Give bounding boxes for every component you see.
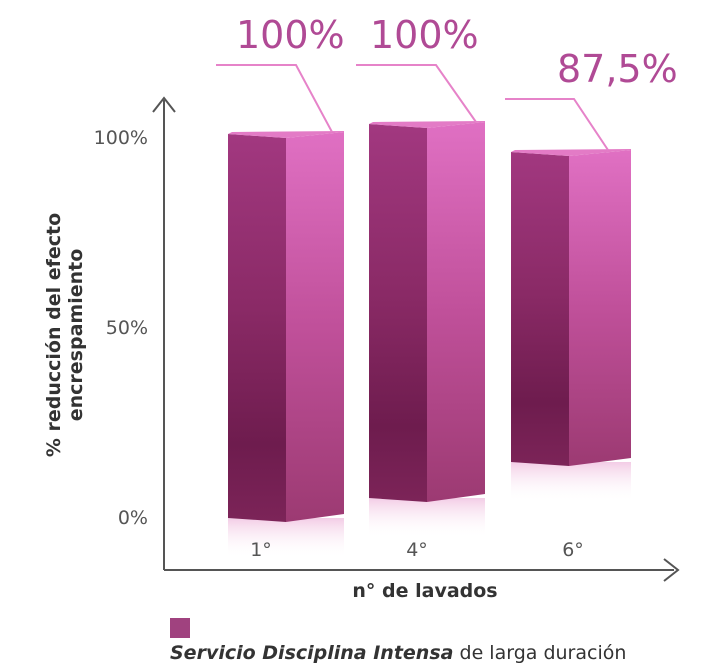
y-tick-labels: 0% 50% 100% [94,127,148,529]
x-tick-label: 4° [406,539,428,561]
y-axis-title-line-1: % reducción del efecto [43,213,65,457]
y-axis-title-line-2: encrespamiento [65,249,87,422]
data-label: 100% [236,13,345,57]
y-tick-label: 50% [106,317,148,339]
x-tick-label: 6° [562,539,584,561]
bar-reflection [511,462,631,502]
y-tick-label: 0% [118,507,148,529]
bar-side [286,132,344,522]
bar-side [569,150,631,466]
data-label-leader [216,64,333,133]
legend-label-rest: de larga duración [453,642,627,664]
bar-top [369,121,485,128]
bars [228,121,631,558]
legend-label-italic: Servicio Disciplina Intensa [170,642,454,664]
y-axis-arrow [152,96,176,113]
x-axis-title: n° de lavados [352,580,497,602]
legend-swatch [170,618,190,638]
bar-reflection [228,518,344,558]
bar-side [427,122,485,502]
bar [511,152,569,466]
legend: Servicio Disciplina Intensa de larga dur… [170,618,722,664]
y-axis-title: % reducción del efecto encrespamiento [43,213,87,457]
data-label: 100% [370,13,479,57]
x-axis-arrow [663,558,680,582]
category-labels: 1° 4° 6° [250,539,584,561]
legend-label: Servicio Disciplina Intensa de larga dur… [170,642,626,664]
data-label-leader [505,98,609,151]
bar-reflection [369,498,485,538]
x-tick-label: 1° [250,539,272,561]
axes [152,96,680,582]
bar [228,134,286,522]
data-label: 87,5% [557,47,678,91]
bar [369,124,427,502]
bar-top [511,149,631,156]
data-labels: 100% 100% 87,5% [216,13,678,151]
y-tick-label: 100% [94,127,148,149]
data-label-leader [356,64,477,123]
bar-top [228,131,344,138]
